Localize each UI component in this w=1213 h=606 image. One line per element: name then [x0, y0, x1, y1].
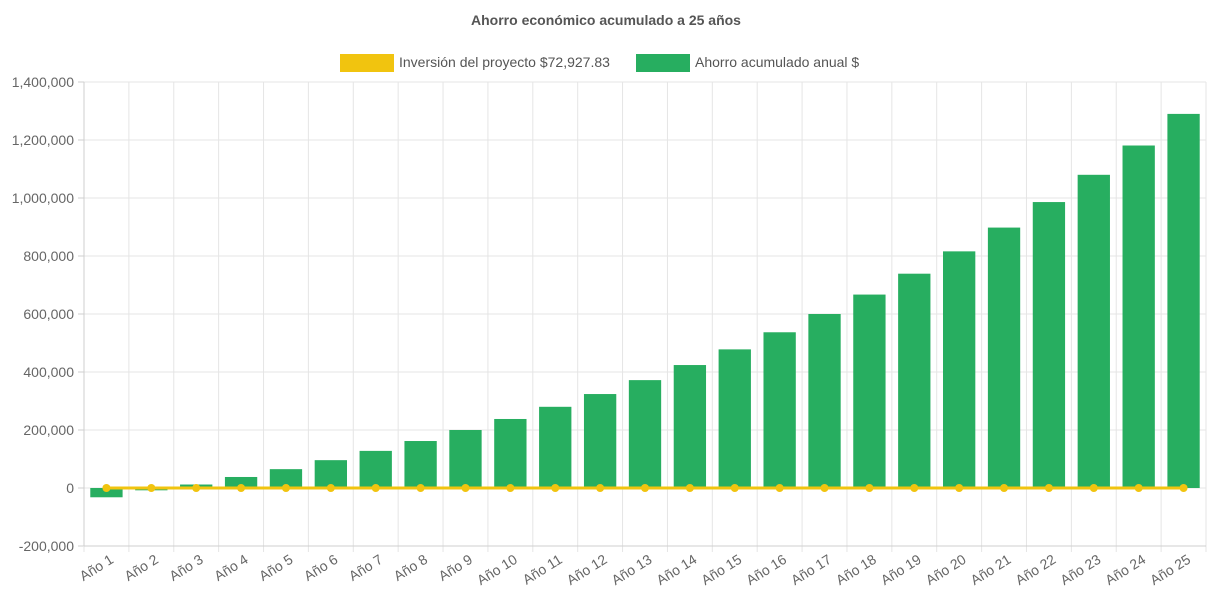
bar-5 [269, 469, 303, 488]
investment-point-14 [685, 484, 694, 492]
y-tick-label: 200,000 [23, 422, 74, 438]
x-tick-label: Año 7 [346, 551, 386, 584]
x-tick-label: Año 19 [878, 551, 924, 588]
investment-point-6 [326, 484, 335, 492]
y-tick-label: 800,000 [23, 248, 74, 264]
investment-point-15 [730, 484, 739, 492]
investment-point-3 [192, 484, 201, 492]
x-tick-label: Año 22 [1012, 551, 1058, 588]
bar-8 [404, 441, 437, 488]
x-axis-labels: Año 1 Año 2 Año 3 Año 4 Año 5 Año 6 Año 7 Año 8… [77, 551, 1194, 588]
legend: Inversión del proyecto $72,927.83 Ahorro… [340, 54, 859, 72]
x-tick-label: Año 9 [436, 551, 476, 584]
x-tick-label: Año 13 [608, 551, 654, 588]
x-tick-label: Año 12 [564, 551, 610, 588]
bar-18 [853, 294, 886, 488]
bar-16 [763, 332, 796, 488]
y-tick-label: 0 [66, 480, 74, 496]
bar-series [90, 113, 1200, 498]
x-tick-label: Año 10 [474, 551, 520, 588]
x-tick-label: Año 23 [1057, 551, 1103, 588]
x-tick-label: Año 24 [1102, 551, 1148, 588]
x-tick-label: Año 18 [833, 551, 879, 588]
bar-19 [898, 273, 931, 488]
y-axis-labels: -200,000 0 200,000 400,000 600,000 800,000 1,0… [12, 74, 75, 554]
bar-21 [987, 227, 1021, 488]
y-tick-label: 1,400,000 [12, 74, 74, 90]
x-tick-label: Año 11 [520, 551, 565, 588]
investment-point-22 [1044, 484, 1053, 492]
chart-title: Ahorro económico acumulado a 25 años [471, 12, 741, 28]
y-tick-label: 1,000,000 [12, 190, 74, 206]
investment-point-25 [1179, 484, 1188, 492]
bar-14 [673, 365, 707, 488]
bar-20 [943, 251, 976, 488]
x-tick-label: Año 20 [923, 551, 969, 588]
investment-point-13 [641, 484, 649, 492]
bar-17 [808, 314, 841, 488]
bar-24 [1122, 145, 1155, 488]
legend-label-savings: Ahorro acumulado anual $ [695, 54, 859, 70]
x-tick-label: Año 1 [77, 551, 117, 584]
investment-point-4 [237, 484, 246, 492]
investment-point-18 [865, 484, 874, 492]
investment-point-16 [775, 484, 784, 492]
x-tick-label: Año 4 [211, 551, 251, 584]
bar-15 [718, 349, 751, 488]
y-tick-label: 600,000 [23, 306, 74, 322]
y-tick-label: 1,200,000 [12, 132, 74, 148]
investment-point-19 [910, 484, 919, 492]
investment-point-24 [1134, 484, 1143, 492]
x-tick-label: Año 6 [301, 551, 341, 584]
bar-10 [494, 418, 527, 488]
investment-point-2 [147, 484, 156, 492]
investment-point-8 [416, 484, 425, 492]
grid-lines [78, 81, 1207, 552]
x-tick-label: Año 17 [788, 551, 834, 588]
investment-point-23 [1089, 484, 1098, 492]
bar-9 [449, 430, 482, 488]
x-tick-label: Año 25 [1147, 551, 1193, 588]
x-tick-label: Año 15 [698, 551, 744, 588]
axes [83, 82, 1206, 547]
bar-4 [224, 476, 258, 488]
legend-label-investment: Inversión del proyecto $72,927.83 [399, 54, 610, 70]
investment-point-20 [955, 484, 964, 492]
investment-point-11 [551, 484, 560, 492]
investment-point-9 [461, 484, 470, 492]
investment-point-21 [1000, 484, 1009, 492]
x-tick-label: Año 8 [391, 551, 431, 584]
legend-swatch-savings [636, 54, 690, 72]
y-tick-label: -200,000 [19, 538, 74, 554]
legend-swatch-investment [340, 54, 394, 72]
investment-point-5 [281, 484, 290, 492]
bar-11 [539, 406, 572, 488]
bar-23 [1077, 174, 1110, 489]
x-tick-label: Año 14 [653, 551, 699, 588]
x-tick-label: Año 2 [121, 551, 161, 584]
investment-point-12 [596, 484, 605, 492]
investment-point-1 [102, 484, 111, 492]
bar-25 [1167, 113, 1200, 489]
bar-1 [90, 488, 123, 498]
bar-7 [359, 450, 392, 488]
investment-point-7 [371, 484, 380, 492]
investment-line-series [102, 484, 1188, 492]
y-tick-label: 400,000 [23, 364, 74, 380]
x-tick-label: Año 3 [166, 551, 206, 584]
bar-13 [628, 380, 662, 488]
x-tick-label: Año 16 [743, 551, 789, 588]
investment-point-10 [506, 484, 515, 492]
bar-6 [314, 460, 347, 488]
bar-12 [583, 394, 617, 488]
investment-point-17 [820, 484, 829, 492]
x-tick-label: Año 21 [968, 551, 1014, 588]
x-tick-label: Año 5 [256, 551, 296, 584]
bar-22 [1032, 202, 1066, 488]
